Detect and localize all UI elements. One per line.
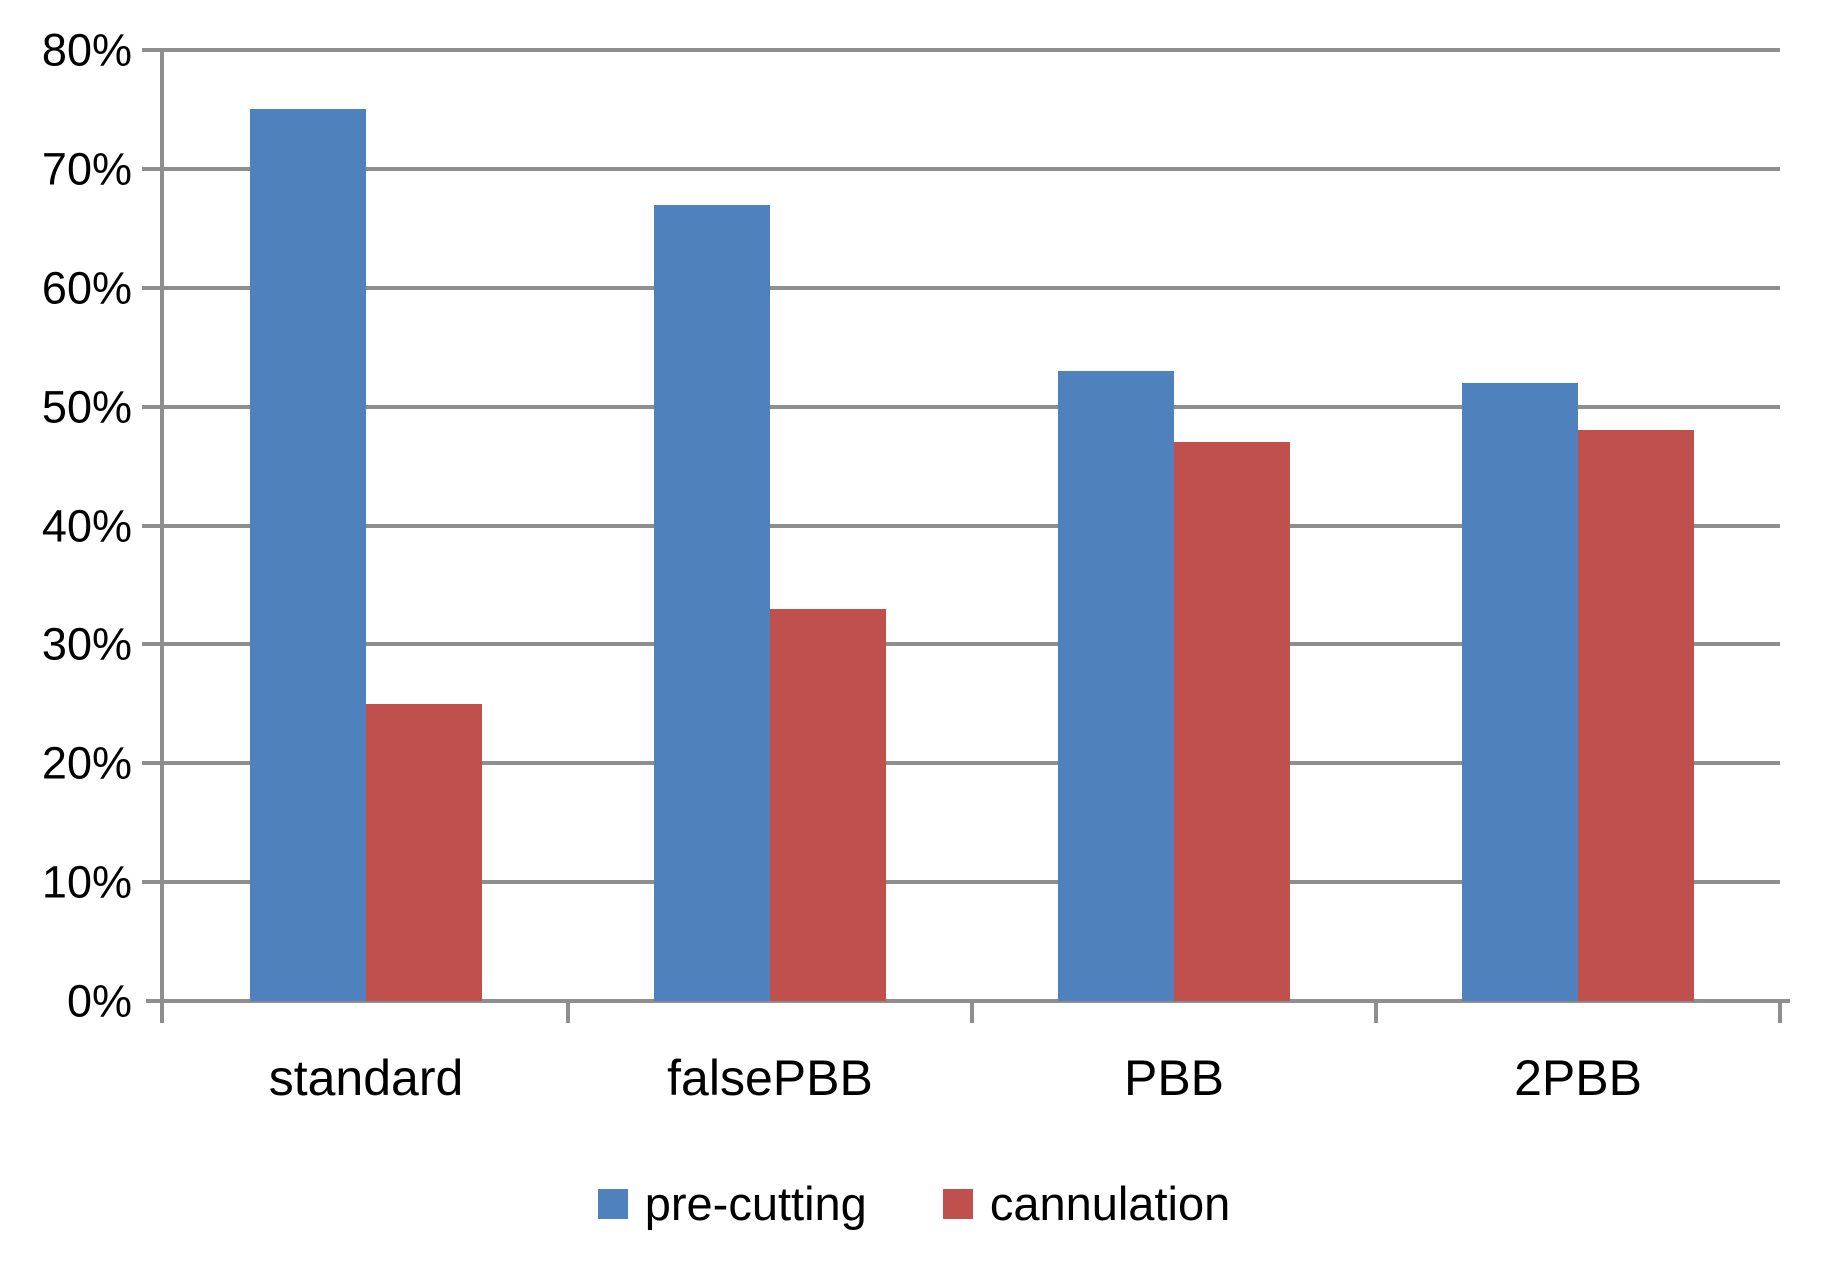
y-tick-30 <box>142 642 160 647</box>
x-axis-label-standard: standard <box>268 1050 464 1106</box>
y-tick-80 <box>142 48 160 52</box>
gridline-80 <box>164 48 1780 52</box>
gridline-20 <box>164 761 1780 766</box>
y-axis-label-80: 80% <box>41 24 132 76</box>
y-axis-label-50: 50% <box>41 381 132 433</box>
x-tick-3 <box>1374 1003 1378 1023</box>
bar-cannulation-falsePBB <box>770 608 886 1001</box>
x-tick-2 <box>970 1003 974 1023</box>
y-axis-label-20: 20% <box>41 737 132 789</box>
y-axis-label-0: 0% <box>66 975 132 1027</box>
legend: pre-cutting cannulation <box>0 1178 1828 1230</box>
y-axis-label-70: 70% <box>41 143 132 195</box>
y-axis-label-30: 30% <box>41 618 132 670</box>
x-axis-label-PBB: PBB <box>1123 1050 1225 1106</box>
y-axis-label-40: 40% <box>41 500 132 551</box>
x-tick-4 <box>1778 1003 1782 1023</box>
x-axis-label-falsePBB: falsePBB <box>667 1050 873 1106</box>
gridline-10 <box>164 880 1780 885</box>
y-tick-60 <box>142 285 160 290</box>
gridline-30 <box>164 642 1780 647</box>
y-axis-line <box>160 48 164 1023</box>
legend-swatch-pre-cutting <box>597 1188 628 1219</box>
bar-cannulation-standard <box>366 703 482 1001</box>
y-tick-10 <box>142 880 160 885</box>
bar-pre-cutting-PBB <box>1058 370 1174 1001</box>
gridline-70 <box>164 166 1780 171</box>
legend-swatch-cannulation <box>942 1188 973 1219</box>
gridline-60 <box>164 285 1780 290</box>
y-axis-label-10: 10% <box>41 856 132 908</box>
y-axis-label-60: 60% <box>41 262 132 314</box>
bar-cannulation-PBB <box>1174 442 1290 1001</box>
x-axis-label-2PBB: 2PBB <box>1514 1050 1642 1106</box>
bar-pre-cutting-2PBB <box>1462 382 1578 1001</box>
legend-item-cannulation: cannulation <box>942 1177 1231 1230</box>
bar-cannulation-2PBB <box>1578 430 1694 1001</box>
gridline-40 <box>164 523 1780 528</box>
legend-label-cannulation: cannulation <box>989 1177 1231 1230</box>
y-tick-20 <box>142 761 160 766</box>
plot-area <box>164 48 1780 1001</box>
gridline-50 <box>164 404 1780 409</box>
bar-pre-cutting-standard <box>250 109 366 1001</box>
y-tick-50 <box>142 404 160 409</box>
legend-label-pre-cutting: pre-cutting <box>644 1177 867 1230</box>
y-tick-70 <box>142 166 160 171</box>
x-tick-1 <box>566 1003 570 1023</box>
y-tick-40 <box>142 523 160 528</box>
legend-item-pre-cutting: pre-cutting <box>597 1177 867 1230</box>
x-axis-line <box>146 999 1790 1003</box>
bar-pre-cutting-falsePBB <box>654 204 770 1001</box>
